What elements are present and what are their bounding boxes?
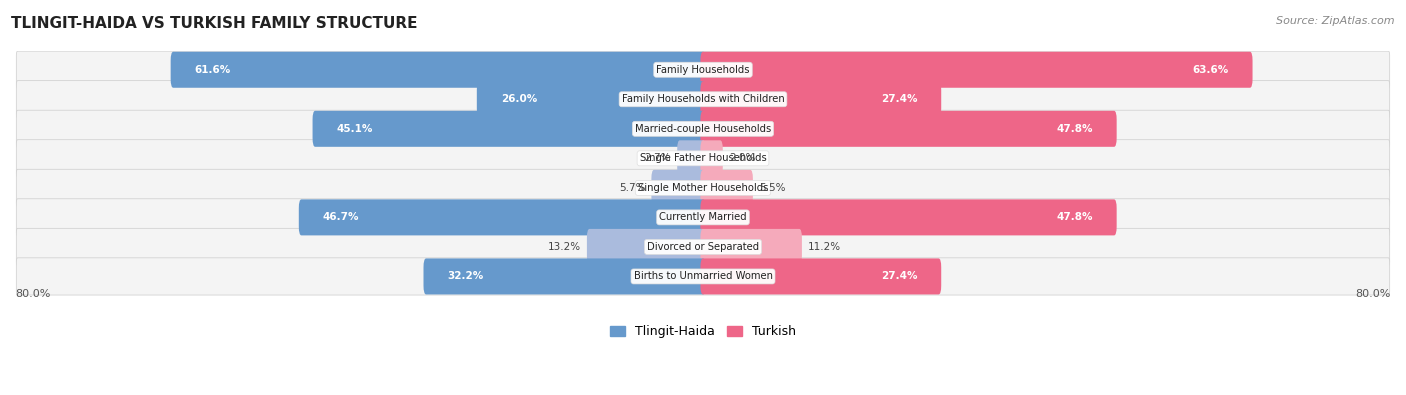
FancyBboxPatch shape xyxy=(651,170,706,206)
Text: 2.7%: 2.7% xyxy=(645,153,671,163)
Text: 26.0%: 26.0% xyxy=(501,94,537,104)
FancyBboxPatch shape xyxy=(477,81,706,117)
FancyBboxPatch shape xyxy=(586,229,706,265)
FancyBboxPatch shape xyxy=(700,140,723,176)
FancyBboxPatch shape xyxy=(700,258,941,294)
FancyBboxPatch shape xyxy=(700,52,1253,88)
Text: 45.1%: 45.1% xyxy=(336,124,373,134)
Text: Single Father Households: Single Father Households xyxy=(640,153,766,163)
FancyBboxPatch shape xyxy=(17,258,1389,295)
Text: Family Households with Children: Family Households with Children xyxy=(621,94,785,104)
Text: Married-couple Households: Married-couple Households xyxy=(636,124,770,134)
Text: Source: ZipAtlas.com: Source: ZipAtlas.com xyxy=(1277,16,1395,26)
FancyBboxPatch shape xyxy=(17,169,1389,207)
Legend: Tlingit-Haida, Turkish: Tlingit-Haida, Turkish xyxy=(605,320,801,343)
Text: 27.4%: 27.4% xyxy=(880,94,917,104)
Text: 46.7%: 46.7% xyxy=(323,213,360,222)
Text: 80.0%: 80.0% xyxy=(1355,289,1391,299)
Text: 47.8%: 47.8% xyxy=(1056,124,1092,134)
FancyBboxPatch shape xyxy=(423,258,706,294)
FancyBboxPatch shape xyxy=(700,199,1116,235)
Text: 47.8%: 47.8% xyxy=(1056,213,1092,222)
Text: Births to Unmarried Women: Births to Unmarried Women xyxy=(634,271,772,282)
Text: Divorced or Separated: Divorced or Separated xyxy=(647,242,759,252)
Text: 13.2%: 13.2% xyxy=(548,242,581,252)
Text: 32.2%: 32.2% xyxy=(447,271,484,282)
FancyBboxPatch shape xyxy=(700,170,752,206)
Text: Family Households: Family Households xyxy=(657,65,749,75)
FancyBboxPatch shape xyxy=(700,229,801,265)
FancyBboxPatch shape xyxy=(170,52,706,88)
FancyBboxPatch shape xyxy=(678,140,706,176)
FancyBboxPatch shape xyxy=(17,81,1389,118)
FancyBboxPatch shape xyxy=(17,228,1389,265)
FancyBboxPatch shape xyxy=(700,111,1116,147)
FancyBboxPatch shape xyxy=(299,199,706,235)
Text: 63.6%: 63.6% xyxy=(1192,65,1229,75)
Text: 5.5%: 5.5% xyxy=(759,183,786,193)
FancyBboxPatch shape xyxy=(312,111,706,147)
Text: Single Mother Households: Single Mother Households xyxy=(638,183,768,193)
Text: 80.0%: 80.0% xyxy=(15,289,51,299)
Text: 2.0%: 2.0% xyxy=(728,153,755,163)
FancyBboxPatch shape xyxy=(17,110,1389,147)
Text: 27.4%: 27.4% xyxy=(880,271,917,282)
FancyBboxPatch shape xyxy=(17,140,1389,177)
FancyBboxPatch shape xyxy=(17,51,1389,88)
FancyBboxPatch shape xyxy=(700,81,941,117)
Text: 5.7%: 5.7% xyxy=(619,183,645,193)
Text: 11.2%: 11.2% xyxy=(808,242,841,252)
Text: Currently Married: Currently Married xyxy=(659,213,747,222)
FancyBboxPatch shape xyxy=(17,199,1389,236)
Text: TLINGIT-HAIDA VS TURKISH FAMILY STRUCTURE: TLINGIT-HAIDA VS TURKISH FAMILY STRUCTUR… xyxy=(11,16,418,31)
Text: 61.6%: 61.6% xyxy=(195,65,231,75)
